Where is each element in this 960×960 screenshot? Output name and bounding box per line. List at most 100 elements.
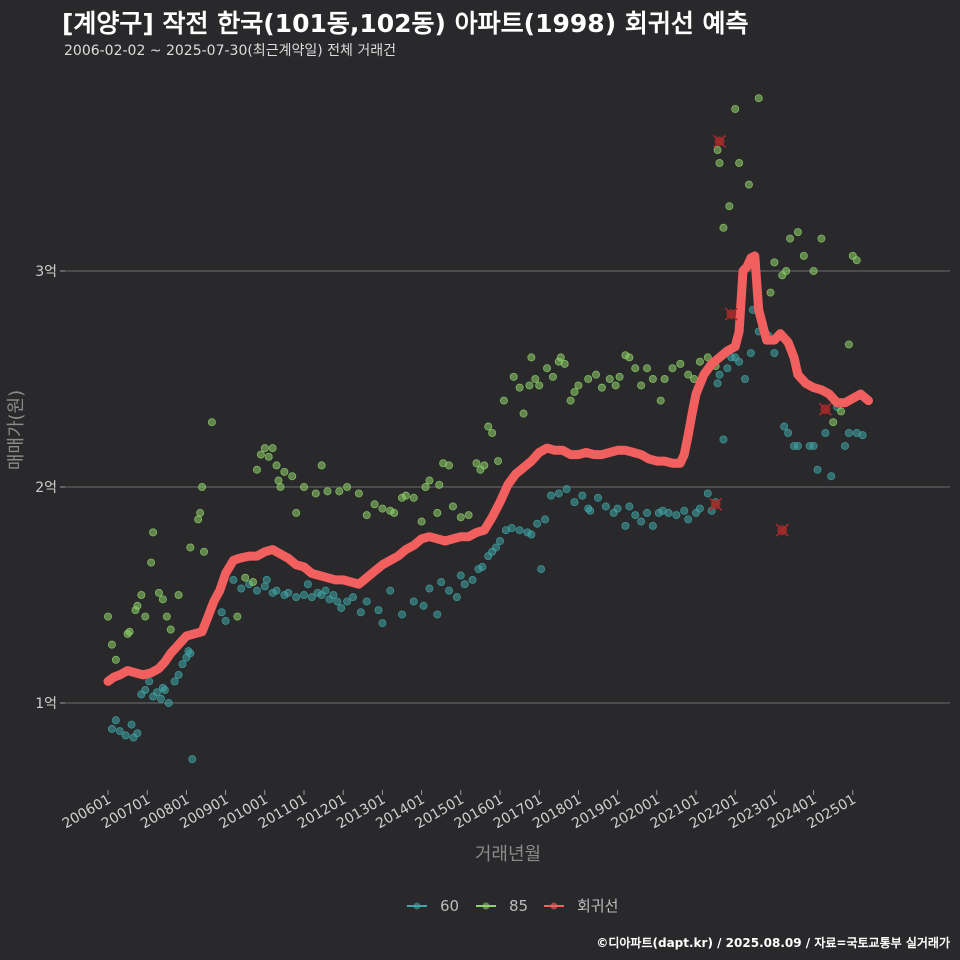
point-85 [719,223,728,232]
point-85 [390,508,399,517]
point-60 [594,493,603,502]
point-60 [419,601,428,610]
point-60 [780,422,789,431]
point-60 [425,584,434,593]
point-60 [145,677,154,686]
point-60 [229,575,238,584]
point-85 [597,383,606,392]
point-85 [264,452,273,461]
point-60 [437,578,446,587]
point-85 [147,558,156,567]
point-85 [643,364,652,373]
point-85 [445,461,454,470]
legend-item: 85 [476,897,528,915]
legend-label: 60 [440,897,459,915]
legend-item: 60 [407,897,459,915]
x-axis-ticks: 2006012007012008012009012010012011012012… [60,790,859,832]
point-60 [844,428,853,437]
point-60 [554,489,563,498]
point-60 [703,489,712,498]
point-60 [186,649,195,658]
point-85 [584,374,593,383]
y-tick-label: 3억 [35,264,57,280]
point-60 [333,597,342,606]
point-85 [317,461,326,470]
point-85 [149,528,158,537]
point-60 [115,727,124,736]
point-85 [766,288,775,297]
point-85 [104,612,113,621]
point-60 [217,608,226,617]
point-60 [170,677,179,686]
point-60 [164,699,173,708]
point-60 [601,502,610,511]
point-85 [480,461,489,470]
point-85 [611,381,620,390]
point-60 [809,441,818,450]
outlier-marker [724,307,738,321]
point-85 [837,407,846,416]
legend-label: 85 [509,897,528,915]
point-85 [207,418,216,427]
point-85 [125,627,134,636]
point-85 [456,513,465,522]
point-60 [160,686,169,695]
point-60 [637,517,646,526]
point-85 [401,491,410,500]
legend: 60 85 회귀선 [407,897,618,915]
point-60 [343,597,352,606]
regression-line [103,251,873,686]
point-85 [133,601,142,610]
point-85 [137,591,146,600]
point-60 [107,724,116,733]
point-85 [799,251,808,260]
point-85 [186,543,195,552]
point-85 [844,340,853,349]
point-60 [784,428,793,437]
point-60 [533,519,542,528]
point-85 [200,547,209,556]
point-60 [680,506,689,515]
point-60 [613,504,622,513]
legend-swatch-dot [413,902,421,910]
point-60 [262,575,271,584]
point-60 [695,504,704,513]
point-60 [770,349,779,358]
point-85 [548,372,557,381]
point-85 [615,372,624,381]
point-60 [625,502,634,511]
point-60 [237,584,246,593]
point-85 [556,353,565,362]
point-85 [409,493,418,502]
point-85 [684,370,693,379]
point-60 [221,616,230,625]
point-85 [509,372,518,381]
point-85 [829,418,838,427]
point-85 [488,428,497,437]
point-60 [252,586,261,595]
point-85 [519,409,528,418]
point-60 [397,610,406,619]
point-85 [570,387,579,396]
point-85 [817,234,826,243]
point-85 [668,364,677,373]
point-60 [713,379,722,388]
point-60 [460,580,469,589]
point-60 [741,374,750,383]
point-60 [121,731,130,740]
chart-title: [계양구] 작전 한국(101동,102동) 아파트(1998) 회귀선 예측 [62,9,749,38]
point-85 [433,508,442,517]
point-60 [433,610,442,619]
point-85 [292,508,301,517]
point-85 [782,266,791,275]
point-85 [625,353,634,362]
data-points [104,94,867,764]
point-60 [284,588,293,597]
point-85 [425,476,434,485]
point-85 [731,105,740,114]
point-85 [566,396,575,405]
point-85 [323,487,332,496]
point-85 [656,396,665,405]
point-85 [272,461,281,470]
legend-swatch-dot [482,902,490,910]
